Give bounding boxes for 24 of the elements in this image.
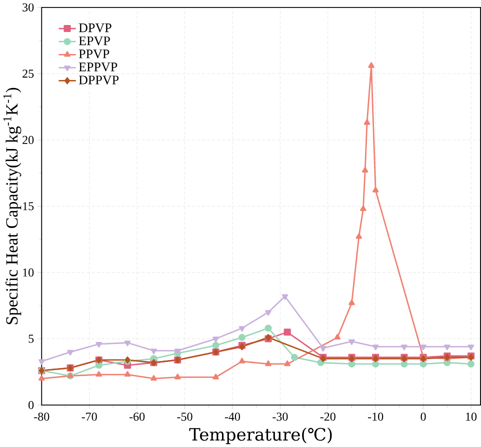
x-tick-label: 10 <box>466 412 477 420</box>
y-axis-title: Specific Heat Capacity(kJ kg$^{-1}$K$^{-1}$) <box>3 88 22 324</box>
y-tick-label: 25 <box>22 69 34 78</box>
x-tick-label: -50 <box>177 412 192 420</box>
x-tick-label: -80 <box>34 412 50 420</box>
y-tick-label: 20 <box>22 136 34 144</box>
x-tick-label: -70 <box>82 412 97 420</box>
legend-label: PPVP <box>78 49 110 58</box>
x-tick-label: -30 <box>272 412 288 420</box>
y-tick-label: 10 <box>23 268 34 276</box>
legend-label: EPPVP <box>78 62 118 72</box>
y-tick-label: 30 <box>22 3 34 12</box>
legend-label: DPVP <box>78 23 112 32</box>
y-tick-label: 0 <box>28 400 34 409</box>
x-tick-label: 0 <box>420 412 426 420</box>
y-tick-label: 5 <box>28 334 34 343</box>
x-tick-label: -40 <box>224 412 240 420</box>
legend-label: DPPVP <box>78 75 119 84</box>
x-tick-label: -60 <box>129 412 145 420</box>
legend-label: EPVP <box>78 36 110 46</box>
x-tick-label: -20 <box>320 412 336 420</box>
x-axis-title: Temperature(℃) <box>189 427 332 444</box>
x-tick-label: -10 <box>368 412 384 420</box>
y-tick-label: 15 <box>23 202 34 210</box>
